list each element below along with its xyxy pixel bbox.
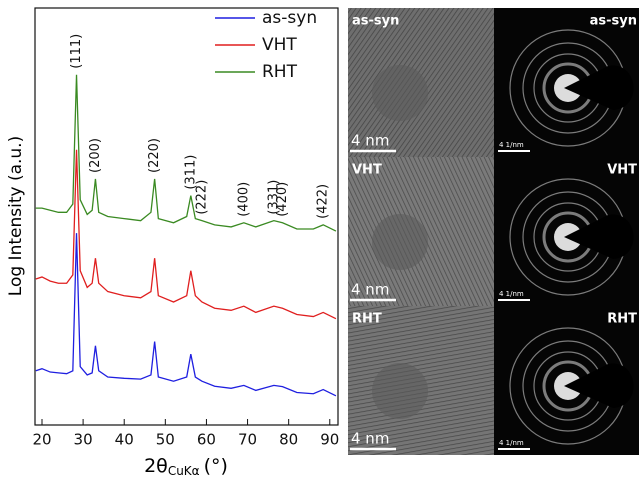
x-tick-label: 70: [238, 431, 257, 449]
xrd-line: [35, 149, 337, 320]
diffraction-scale-label: 4 1/nm: [499, 290, 524, 298]
tem-particle: [372, 65, 428, 121]
x-axis-label-unit: (°): [204, 455, 228, 477]
x-axis-label-sub: CuKα: [168, 464, 200, 478]
tem-particle: [372, 214, 428, 270]
tem-label: RHT: [352, 312, 382, 327]
peak-label: (422): [316, 184, 331, 219]
legend-label: VHT: [262, 35, 297, 55]
diffraction-scale-label: 4 1/nm: [499, 141, 524, 149]
scale-bar-label: 4 nm: [351, 132, 389, 150]
tem-label: VHT: [352, 163, 382, 178]
scale-bar-label: 4 nm: [351, 430, 389, 448]
peak-label: (222): [194, 180, 209, 215]
peak-label: (420): [275, 182, 290, 217]
tem-label: as-syn: [352, 14, 399, 29]
tem-particle: [372, 363, 428, 419]
peak-label: (200): [88, 138, 103, 173]
peak-label: (331): [266, 180, 281, 215]
x-axis-label-main: 2θ: [144, 455, 168, 477]
beam-stopper: [564, 65, 634, 110]
xrd-line: [35, 233, 337, 397]
peak-label: (400): [236, 182, 251, 217]
x-tick-label: 20: [32, 431, 51, 449]
peak-label: (311): [183, 155, 198, 190]
x-tick-label: 60: [197, 431, 216, 449]
scale-bar-label: 4 nm: [351, 281, 389, 299]
x-tick-label: 90: [320, 431, 339, 449]
tem-panels: as-syn 4 nm as-syn 4 1/nm VHT 4 nm VHT 4 1/nm RH…: [348, 8, 639, 455]
beam-stopper: [564, 363, 634, 408]
x-tick-label: 40: [115, 431, 134, 449]
plot-frame: [34, 7, 339, 426]
xrd-line: [35, 74, 337, 232]
diffraction-label: as-syn: [590, 14, 637, 29]
peak-label: (220): [147, 138, 162, 173]
y-axis-label: Log Intensity (a.u.): [6, 136, 26, 296]
x-tick-label: 80: [279, 431, 298, 449]
diffraction-label: VHT: [607, 163, 637, 178]
x-tick-label: 50: [156, 431, 175, 449]
beam-stopper: [564, 214, 634, 259]
x-axis-label: 2θCuKα (°): [144, 455, 228, 478]
diffraction-scale-label: 4 1/nm: [499, 439, 524, 447]
legend-label: as-syn: [262, 8, 317, 28]
legend-label: RHT: [262, 62, 298, 82]
x-tick-label: 30: [74, 431, 93, 449]
diffraction-label: RHT: [607, 312, 637, 327]
peak-label: (111): [69, 34, 84, 69]
